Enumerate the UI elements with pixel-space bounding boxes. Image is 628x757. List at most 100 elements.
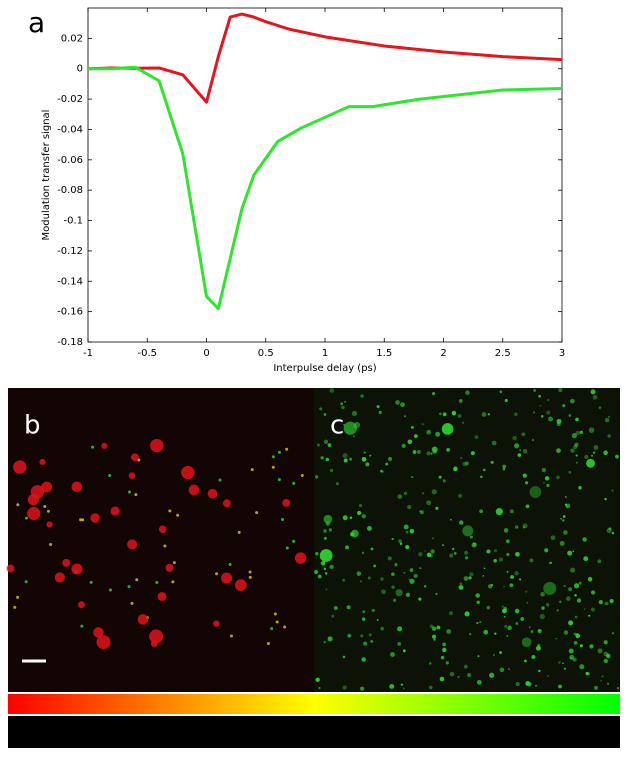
cell [356, 571, 362, 576]
cell [539, 613, 545, 620]
cell [6, 564, 15, 573]
cell [462, 525, 474, 537]
cell [418, 551, 423, 557]
cell [525, 681, 531, 686]
cell [325, 588, 328, 591]
cell [521, 432, 526, 437]
cell [541, 467, 547, 473]
cell [426, 500, 432, 506]
cell [604, 601, 609, 606]
cell [558, 684, 562, 689]
cell [544, 548, 549, 553]
cell [445, 661, 449, 665]
cell [320, 456, 324, 460]
cell [550, 535, 556, 541]
cell [563, 630, 569, 635]
cell [611, 531, 615, 535]
cell [361, 617, 366, 621]
cell [489, 672, 495, 678]
cell [39, 458, 46, 466]
cell [481, 412, 487, 417]
cell [314, 569, 319, 574]
cell [576, 598, 582, 603]
cell [432, 449, 437, 454]
cell [503, 606, 507, 611]
cell [266, 642, 270, 646]
cell [569, 567, 576, 573]
cell [333, 606, 338, 610]
cell [463, 664, 468, 669]
cell [323, 413, 327, 416]
cell [578, 581, 582, 585]
cell [458, 493, 463, 498]
cell [600, 679, 603, 682]
cell [428, 662, 432, 665]
cell [469, 633, 472, 636]
cell [407, 439, 413, 445]
cell [387, 556, 392, 561]
cell [459, 520, 464, 525]
cell [234, 579, 247, 591]
cell [458, 398, 463, 403]
cell [558, 661, 561, 664]
cell [504, 398, 508, 403]
cell [490, 460, 494, 464]
cell [506, 539, 510, 543]
cell [469, 535, 473, 539]
cell [188, 484, 200, 496]
cell [539, 404, 542, 407]
cell [398, 539, 402, 543]
cell [376, 405, 380, 409]
cell [168, 509, 172, 513]
cell [431, 537, 434, 540]
cell [558, 387, 563, 393]
cell [615, 454, 619, 459]
cell [435, 592, 438, 596]
cell [463, 576, 469, 581]
cell [603, 450, 608, 456]
cell [317, 574, 322, 579]
cell [579, 430, 584, 435]
cell [237, 530, 241, 534]
cell [563, 584, 566, 588]
x-tick-label: 2 [440, 348, 446, 359]
cell [324, 572, 328, 575]
cell [79, 518, 83, 522]
cell [509, 509, 514, 514]
cell [361, 514, 366, 519]
cell [529, 558, 534, 563]
cell [442, 647, 447, 653]
cell [442, 479, 446, 483]
cell [467, 672, 472, 678]
cell [506, 634, 509, 637]
cell [570, 398, 575, 404]
cell [271, 465, 275, 469]
cell [62, 558, 71, 567]
cell [531, 438, 535, 442]
cell [598, 599, 603, 605]
cell [127, 585, 131, 589]
cell [503, 615, 506, 618]
cell [24, 580, 28, 584]
cell [572, 550, 575, 553]
cell [397, 642, 402, 646]
cell [49, 542, 53, 546]
cell [363, 641, 368, 646]
cell [533, 389, 537, 392]
cell [323, 439, 329, 444]
cell [547, 675, 549, 678]
cell [449, 518, 452, 521]
cell [349, 516, 353, 520]
cell [391, 537, 394, 541]
cell [110, 506, 120, 516]
cell [345, 545, 349, 550]
cell [229, 634, 233, 638]
cell [430, 549, 435, 554]
cell [71, 563, 83, 575]
cell [452, 547, 455, 551]
cell [409, 528, 415, 534]
cell [362, 610, 366, 614]
cell [429, 554, 433, 558]
cell [351, 410, 358, 416]
cell [514, 571, 519, 576]
